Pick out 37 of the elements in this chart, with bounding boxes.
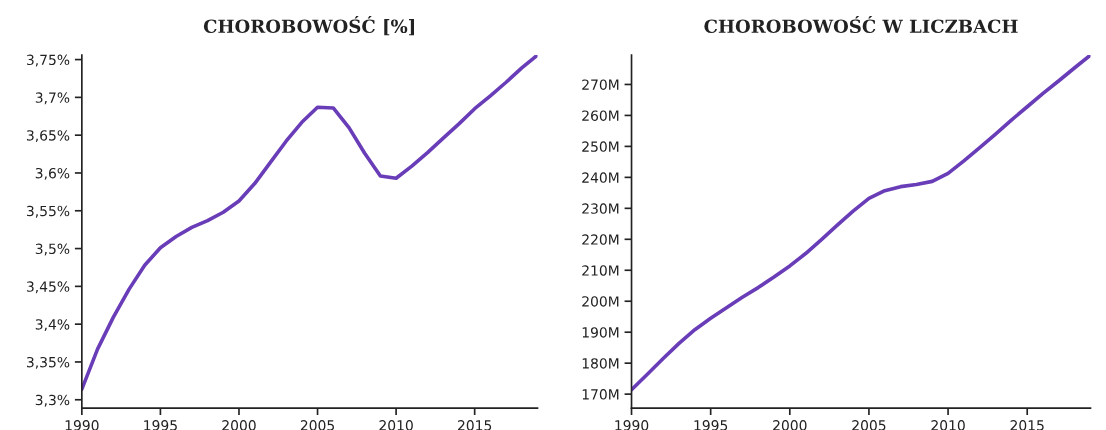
y-tick-label: 3,35% xyxy=(26,356,70,369)
y-tick-label: 260M xyxy=(582,110,619,121)
x-tick-label: 2015 xyxy=(1010,420,1044,430)
x-tick-label: 2000 xyxy=(222,420,256,430)
x-tick-label: 1990 xyxy=(615,420,649,430)
y-tick-label: 3,4% xyxy=(35,319,70,332)
y-tick-label: 250M xyxy=(582,141,619,152)
x-tick-label: 1990 xyxy=(65,420,99,430)
chart-title: CHOROBOWOŚĆ [%] xyxy=(203,16,414,36)
y-tick-label: 3,5% xyxy=(35,243,70,256)
x-tick-label: 2005 xyxy=(852,420,886,430)
y-tick-label: 240M xyxy=(582,172,619,183)
y-tick-label: 190M xyxy=(582,327,619,338)
line-series xyxy=(81,55,538,391)
y-tick-label: 170M xyxy=(582,389,619,400)
x-tick-label: 2015 xyxy=(458,420,492,430)
y-tick-label: 230M xyxy=(582,203,619,214)
x-tick-label: 2010 xyxy=(931,420,965,430)
y-tick-label: 3,6% xyxy=(35,167,70,180)
y-tick-label: 220M xyxy=(582,234,619,245)
y-tick-label: 270M xyxy=(582,79,619,90)
y-tick-label: 200M xyxy=(582,296,619,307)
y-tick-label: 3,75% xyxy=(26,54,70,67)
x-tick-label: 1995 xyxy=(144,420,177,430)
y-tick-label: 180M xyxy=(582,358,619,369)
x-tick-label: 2000 xyxy=(773,420,807,430)
x-tick-label: 1995 xyxy=(694,420,728,430)
y-tick-label: 3,55% xyxy=(26,205,70,218)
y-tick-label: 3,65% xyxy=(26,130,70,143)
y-tick-label: 3,7% xyxy=(35,92,70,105)
y-tick-label: 210M xyxy=(582,265,619,276)
y-tick-label: 3,45% xyxy=(26,281,70,294)
chart-title: CHOROBOWOŚĆ W LICZBACH xyxy=(704,16,1018,34)
x-tick-label: 2005 xyxy=(300,420,334,430)
line-series xyxy=(631,55,1091,392)
y-tick-label: 3,3% xyxy=(35,394,70,407)
x-tick-label: 2010 xyxy=(379,420,413,430)
